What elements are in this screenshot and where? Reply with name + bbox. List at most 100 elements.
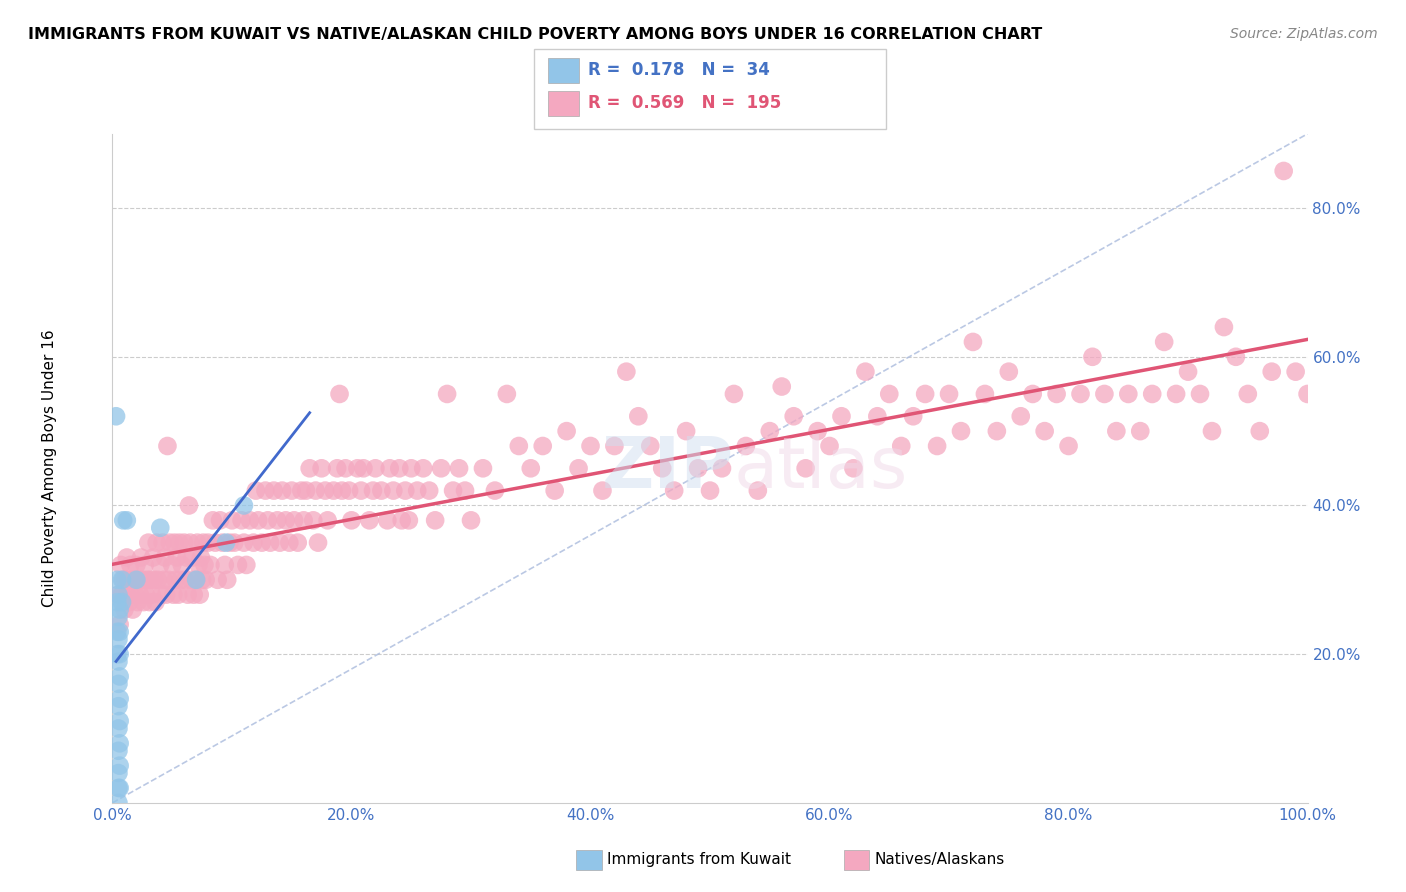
Point [890,439,912,453]
Point [274,513,297,527]
Point [108,758,131,772]
Point [735,439,758,453]
Point [153,550,176,565]
Point [311,461,333,475]
Point [108,669,131,683]
Point [186,573,208,587]
Point [326,461,349,475]
Point [105,595,128,609]
Point [266,513,288,527]
Point [1225,350,1247,364]
Point [108,624,131,639]
Point [193,558,215,572]
Point [108,647,131,661]
Point [108,617,131,632]
Point [226,558,249,572]
Point [1140,387,1163,401]
Point [107,796,129,810]
Point [664,483,686,498]
Point [686,461,709,475]
Point [388,461,411,475]
Point [986,424,1008,438]
Point [1092,387,1115,401]
Point [866,409,889,424]
Point [239,513,262,527]
Point [330,483,353,498]
Point [925,439,948,453]
Point [117,573,139,587]
Point [169,535,191,549]
Point [269,535,291,549]
Point [406,483,429,498]
Point [340,513,363,527]
Point [699,483,721,498]
Point [121,602,143,616]
Point [472,461,495,475]
Point [105,409,128,424]
Point [132,595,155,609]
Point [302,513,325,527]
Point [973,387,995,401]
Point [111,595,134,609]
Point [418,483,440,498]
Point [949,424,972,438]
Point [316,513,339,527]
Point [1045,387,1069,401]
Point [221,513,243,527]
Point [125,573,148,587]
Text: R =  0.569   N =  195: R = 0.569 N = 195 [588,95,780,112]
Point [346,461,368,475]
Point [120,558,142,572]
Point [186,573,208,587]
Point [142,550,165,565]
Point [322,483,344,498]
Point [378,461,401,475]
Point [231,513,253,527]
Point [120,588,142,602]
Point [128,573,150,587]
Point [115,550,138,565]
Point [170,558,193,572]
Text: Source: ZipAtlas.com: Source: ZipAtlas.com [1230,27,1378,41]
Point [191,573,214,587]
Point [107,744,129,758]
Point [1010,409,1032,424]
Point [173,535,195,549]
Point [208,513,231,527]
Point [107,722,129,736]
Point [135,588,157,602]
Point [201,513,224,527]
Point [235,558,257,572]
Point [1105,424,1128,438]
Point [283,513,305,527]
Point [328,387,352,401]
Point [156,439,179,453]
Point [1285,365,1308,379]
Point [287,535,309,549]
Point [1164,387,1187,401]
Point [174,573,197,587]
Point [107,766,129,780]
Point [1260,365,1282,379]
Point [218,535,240,549]
Point [1237,387,1260,401]
Point [145,535,167,549]
Text: IMMIGRANTS FROM KUWAIT VS NATIVE/ALASKAN CHILD POVERTY AMONG BOYS UNDER 16 CORRE: IMMIGRANTS FROM KUWAIT VS NATIVE/ALASKAN… [28,27,1042,42]
Point [352,461,374,475]
Point [914,387,936,401]
Point [1212,320,1236,334]
Point [1189,387,1212,401]
Point [818,439,841,453]
Point [207,573,229,587]
Point [782,409,804,424]
Point [412,461,434,475]
Point [162,588,184,602]
Point [200,558,222,572]
Point [1057,439,1080,453]
Point [129,588,152,602]
Point [401,461,423,475]
Point [1201,424,1223,438]
Point [335,461,357,475]
Point [391,513,413,527]
Point [807,424,830,438]
